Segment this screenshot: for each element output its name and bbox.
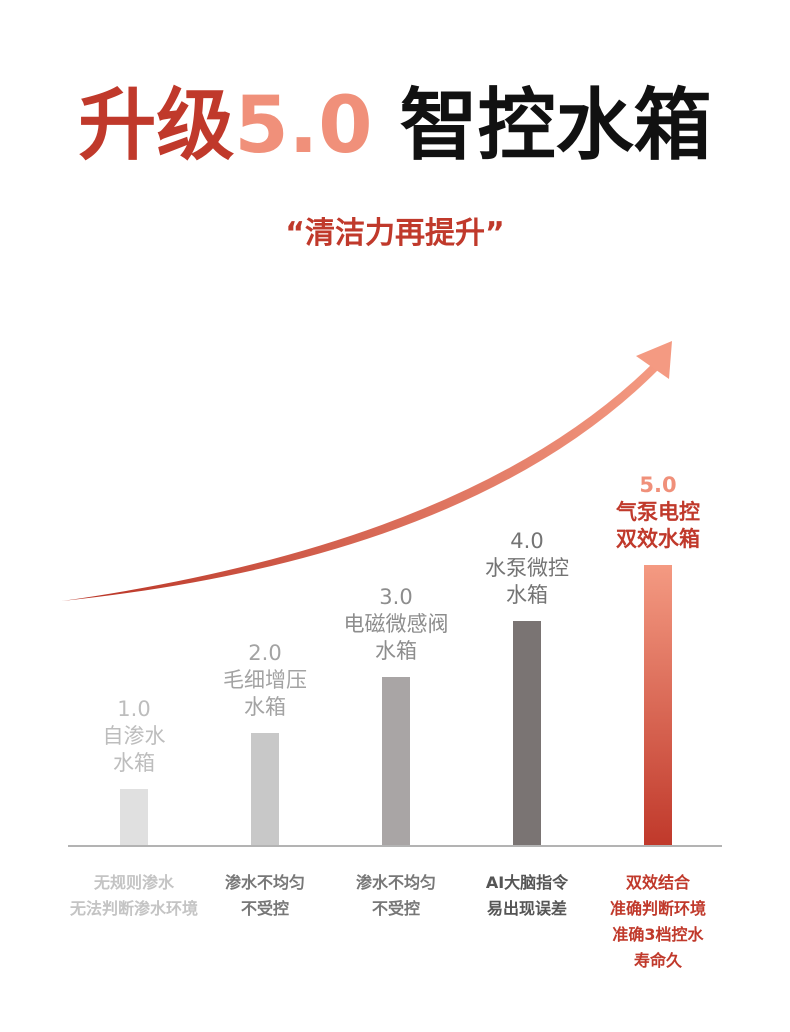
description-line: 寿命久	[633, 951, 682, 970]
bar-3	[382, 677, 410, 845]
description-line: 不受控	[240, 899, 289, 918]
description-line: 无规则渗水	[93, 873, 174, 892]
bar-description-1: 无规则渗水无法判断渗水环境	[59, 870, 209, 922]
bar-label-line: 水泵微控	[485, 556, 569, 580]
bar-description-2: 渗水不均匀 不受控	[190, 870, 340, 922]
bar-1	[120, 789, 148, 845]
bar-label-line: 电磁微感阀	[343, 612, 449, 636]
bar-label-line: 4.0	[510, 529, 544, 553]
bar-description-5: 双效结合准确判断环境 准确3档控水 寿命久	[583, 870, 733, 974]
description-line: 准确3档控水	[612, 925, 704, 944]
bar-label-line: 2.0	[248, 641, 282, 665]
bar-4	[513, 621, 541, 845]
title-product: 智控水箱	[399, 81, 712, 171]
bar-label-line: 1.0	[117, 697, 151, 721]
bar-label-line: 气泵电控	[616, 500, 700, 524]
title-upgrade: 升级	[78, 81, 235, 171]
bar-label-line: 水箱	[375, 639, 417, 663]
description-line: 渗水不均匀	[224, 873, 305, 892]
bar-label-line: 自渗水	[102, 724, 166, 748]
page-title: 升级5.0 智控水箱	[0, 78, 790, 174]
bar-2	[251, 733, 279, 845]
bar-label-line: 双效水箱	[616, 527, 700, 551]
bar-label-2: 2.0 毛细增压水箱	[190, 640, 340, 721]
bar-label-3: 3.0 电磁微感阀水箱	[321, 584, 471, 665]
description-line: 易出现误差	[486, 899, 567, 918]
bar-label-line: 3.0	[379, 585, 413, 609]
page-subtitle: “清洁力再提升”	[285, 216, 505, 251]
description-line: 准确判断环境	[609, 899, 706, 918]
bar-label-line: 水箱	[506, 583, 548, 607]
bar-5	[644, 565, 672, 845]
description-line: 双效结合	[625, 873, 690, 892]
bar-description-3: 渗水不均匀 不受控	[321, 870, 471, 922]
bars-group	[120, 565, 672, 845]
title-version: 5.0	[234, 81, 373, 171]
description-line: 无法判断渗水环境	[69, 899, 198, 918]
description-line: 渗水不均匀	[355, 873, 436, 892]
bar-label-line: 毛细增压	[223, 668, 307, 692]
description-line: 不受控	[371, 899, 420, 918]
bar-description-4: AI大脑指令 易出现误差	[452, 870, 602, 922]
description-line: AI大脑指令	[485, 873, 569, 892]
bar-label-line: 水箱	[113, 751, 155, 775]
bar-label-5: 5.0 气泵电控双效水箱	[583, 472, 733, 553]
trend-arrow-head	[636, 341, 672, 379]
bar-label-4: 4.0 水泵微控水箱	[452, 528, 602, 609]
bar-label-line: 水箱	[244, 695, 286, 719]
bar-label-1: 1.0 自渗水水箱	[59, 696, 209, 777]
bar-label-line: 5.0	[639, 473, 677, 497]
